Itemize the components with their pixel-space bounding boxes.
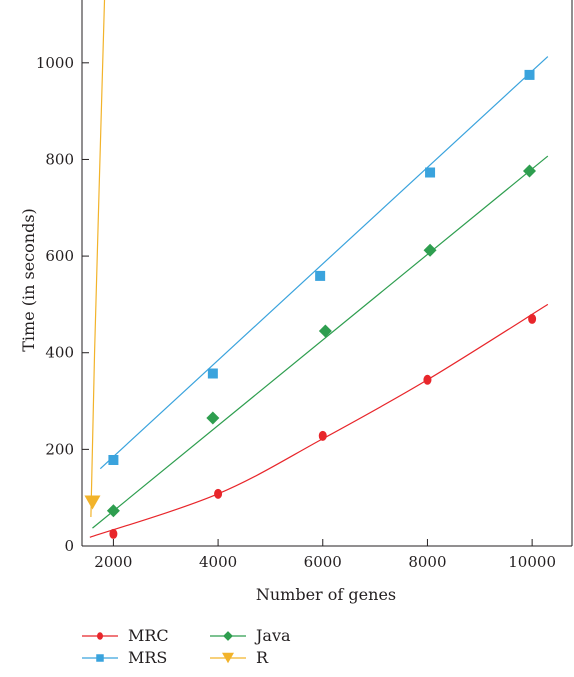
legend: MRC Java MRS R	[82, 626, 291, 667]
y-tick-label: 200	[45, 440, 74, 458]
y-tick-label: 600	[45, 247, 74, 265]
series-line-r	[90, 0, 106, 518]
x-tick-label: 4000	[199, 553, 237, 571]
y-tick-label: 1000	[36, 54, 74, 72]
legend-marker-java	[223, 631, 233, 641]
series-line-group	[89, 0, 549, 538]
data-point-java	[523, 164, 537, 178]
legend-label-mrs: MRS	[128, 648, 167, 667]
x-tick-label: 8000	[408, 553, 446, 571]
data-point-mrs	[108, 454, 119, 465]
data-point-java	[106, 504, 120, 518]
data-point-mrs	[207, 368, 218, 379]
series-lines	[89, 0, 549, 538]
series-line-mrs	[99, 56, 549, 470]
data-point-mrc	[423, 374, 432, 385]
data-point-r	[84, 495, 101, 510]
y-axis-title: Time (in seconds)	[19, 208, 38, 352]
legend-marker-mrs	[96, 654, 104, 662]
data-point-java	[206, 411, 220, 425]
y-tick-label: 400	[45, 344, 74, 362]
x-tick-label: 6000	[304, 553, 342, 571]
data-point-java	[423, 243, 437, 257]
series-line-java	[92, 155, 549, 529]
legend-item-java: Java	[210, 626, 291, 645]
data-point-mrc	[214, 488, 223, 499]
x-axis-title: Number of genes	[256, 585, 396, 604]
series-markers	[84, 69, 537, 539]
series-line-mrc	[89, 303, 549, 538]
legend-item-mrc: MRC	[82, 626, 169, 645]
data-point-java	[318, 324, 332, 338]
data-point-mrs	[315, 270, 326, 281]
data-point-mrc	[318, 430, 327, 441]
data-point-mrc	[109, 528, 118, 539]
legend-marker-r	[222, 652, 234, 664]
legend-label-mrc: MRC	[128, 626, 169, 645]
y-tick-label: 0	[64, 537, 74, 555]
data-point-mrc	[528, 313, 537, 324]
data-point-mrs	[524, 69, 535, 80]
legend-item-r: R	[210, 648, 269, 667]
axes: 0 200 400 600 800 1000 2000 4000 6000 8000 10000	[36, 0, 573, 571]
legend-marker-mrc	[97, 632, 103, 640]
data-point-mrs	[425, 167, 436, 178]
legend-label-r: R	[256, 648, 269, 667]
legend-label-java: Java	[254, 626, 291, 645]
x-tick-label: 10000	[508, 553, 556, 571]
y-tick-label: 800	[45, 150, 74, 168]
x-tick-label: 2000	[94, 553, 132, 571]
legend-item-mrs: MRS	[82, 648, 167, 667]
